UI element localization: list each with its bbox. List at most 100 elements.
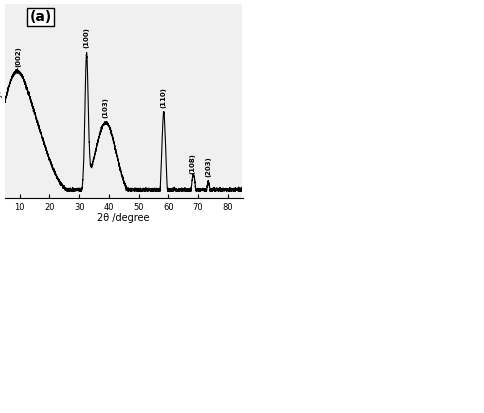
Point [305,352,313,359]
Point [292,401,300,408]
Point [333,399,341,406]
Point [209,399,216,406]
Point [392,393,400,400]
Point [186,399,194,406]
Point [344,396,352,403]
Point [367,400,375,406]
Point [318,78,325,85]
Point [288,391,296,398]
Point [213,392,221,399]
Point [369,401,377,407]
Point [352,21,360,27]
Point [299,390,306,396]
Point [235,392,243,398]
Point [403,80,410,86]
Point [416,187,424,193]
Point [325,401,333,408]
Text: (203): (203) [205,156,211,177]
Point [344,382,352,389]
Point [193,382,201,389]
Point [393,114,400,121]
Point [143,252,151,258]
Point [113,390,121,396]
Point [112,400,120,406]
Point [332,100,339,106]
Point [166,394,173,401]
Point [272,385,280,391]
Point [392,21,399,28]
Point [367,16,375,22]
Point [139,399,147,405]
Point [382,400,390,406]
Point [319,93,327,100]
Point [270,399,278,406]
Point [233,396,241,403]
Point [431,84,439,91]
Point [248,392,256,399]
Point [177,266,185,273]
Point [302,400,310,407]
Point [377,298,385,304]
Point [421,72,429,79]
Point [135,386,142,393]
Point [263,153,271,160]
Point [260,401,268,407]
Point [420,157,428,163]
Point [378,360,386,367]
Point [299,397,307,404]
Text: 1μm: 1μm [272,140,303,154]
Point [196,396,203,403]
Point [242,397,250,404]
Point [393,401,401,407]
Point [438,34,445,41]
Point [335,399,343,406]
Point [397,395,405,402]
Point [215,400,223,406]
Point [199,401,207,408]
Point [357,395,364,402]
Point [158,401,166,407]
Text: (002): (002) [15,47,21,67]
Point [423,17,430,24]
Point [232,396,240,403]
Point [348,95,355,102]
Point [433,169,440,176]
Point [191,401,198,408]
Point [397,66,405,72]
Point [262,107,270,114]
Point [338,401,346,408]
Point [312,87,320,93]
Point [203,394,211,401]
Point [255,398,262,405]
Point [468,63,475,70]
Text: (108): (108) [189,154,195,174]
Point [301,394,308,401]
Y-axis label: Intensity/a.u.: Intensity/a.u. [0,71,2,131]
Point [301,354,309,361]
Point [239,278,247,285]
X-axis label: 2θ /degree: 2θ /degree [97,214,150,223]
Point [424,23,431,29]
Point [374,396,382,402]
Point [186,400,194,406]
Point [215,396,223,403]
Point [197,395,204,401]
Point [264,397,272,404]
Point [419,10,426,17]
Point [238,398,245,404]
Point [356,132,363,139]
Point [144,400,152,407]
Point [257,362,265,369]
Point [197,262,205,269]
Point [245,395,253,401]
Point [297,399,305,406]
Point [308,394,316,401]
Point [323,88,331,94]
Point [324,121,332,128]
Point [456,116,464,122]
Point [361,104,369,111]
Point [145,400,153,406]
Point [249,157,257,163]
Point [423,57,431,63]
Point [384,53,392,60]
